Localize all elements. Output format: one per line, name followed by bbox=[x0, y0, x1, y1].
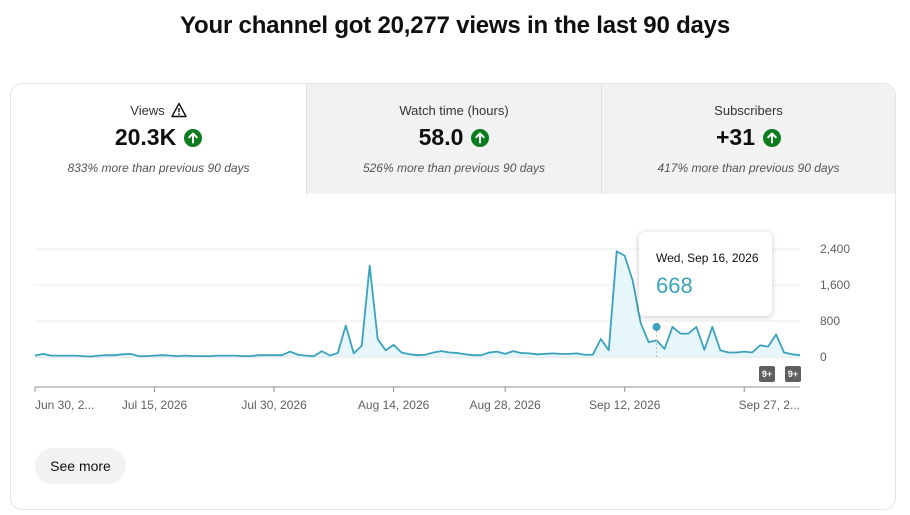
x-tick-label: Sep 27, 2... bbox=[739, 398, 800, 412]
arrow-up-icon bbox=[471, 128, 490, 147]
annotation-badge[interactable]: 9+ bbox=[759, 366, 775, 382]
x-tick-label: Sep 12, 2026 bbox=[589, 398, 661, 412]
tab-subscribers-label: Subscribers bbox=[714, 102, 783, 118]
y-tick-label: 2,400 bbox=[820, 242, 850, 256]
highlight-point bbox=[652, 322, 661, 331]
tooltip-date: Wed, Sep 16, 2026 bbox=[656, 251, 759, 265]
warning-icon[interactable] bbox=[171, 102, 187, 118]
x-tick-label: Jul 15, 2026 bbox=[122, 398, 188, 412]
arrow-up-icon bbox=[763, 128, 781, 147]
tab-watch-time[interactable]: Watch time (hours) 58.0 526% more than p… bbox=[306, 84, 601, 194]
tab-subscribers-comparison: 417% more than previous 90 days bbox=[657, 161, 840, 175]
arrow-up-icon bbox=[184, 128, 203, 147]
chart-tooltip: Wed, Sep 16, 2026 668 bbox=[639, 232, 772, 316]
x-tick-label: Aug 28, 2026 bbox=[469, 398, 541, 412]
x-tick-label: Jul 30, 2026 bbox=[241, 398, 307, 412]
x-tick-label: Jun 30, 2... bbox=[35, 398, 94, 412]
tab-subscribers[interactable]: Subscribers +31 417% more than previous … bbox=[601, 84, 895, 194]
page-headline: Your channel got 20,277 views in the las… bbox=[180, 12, 730, 39]
y-tick-label: 800 bbox=[820, 314, 840, 328]
tab-views-value: 20.3K bbox=[114, 124, 177, 150]
tab-watch-time-comparison: 526% more than previous 90 days bbox=[362, 161, 546, 175]
tab-watch-time-value: 58.0 bbox=[418, 124, 464, 150]
tab-views-comparison: 833% more than previous 90 days bbox=[67, 161, 250, 175]
see-more-button[interactable]: See more bbox=[35, 448, 126, 484]
tab-subscribers-value: +31 bbox=[715, 124, 755, 150]
y-tick-label: 1,600 bbox=[820, 278, 850, 292]
metric-tabs: Views 20.3K 833% more than previous 90 d… bbox=[11, 84, 895, 194]
annotation-badge[interactable]: 9+ bbox=[785, 366, 801, 382]
tab-views[interactable]: Views 20.3K 833% more than previous 90 d… bbox=[11, 84, 306, 194]
tooltip-value: 668 bbox=[656, 273, 693, 298]
series-line bbox=[34, 250, 801, 358]
x-tick-label: Aug 14, 2026 bbox=[358, 398, 430, 412]
tab-watch-time-label: Watch time (hours) bbox=[399, 102, 509, 118]
tab-views-label: Views bbox=[130, 102, 165, 118]
y-tick-label: 0 bbox=[820, 350, 827, 364]
views-chart[interactable]: 0 800 1,600 2,400 Jun 30, 2... Jul 15, 2026 Ju… bbox=[0, 0, 910, 430]
